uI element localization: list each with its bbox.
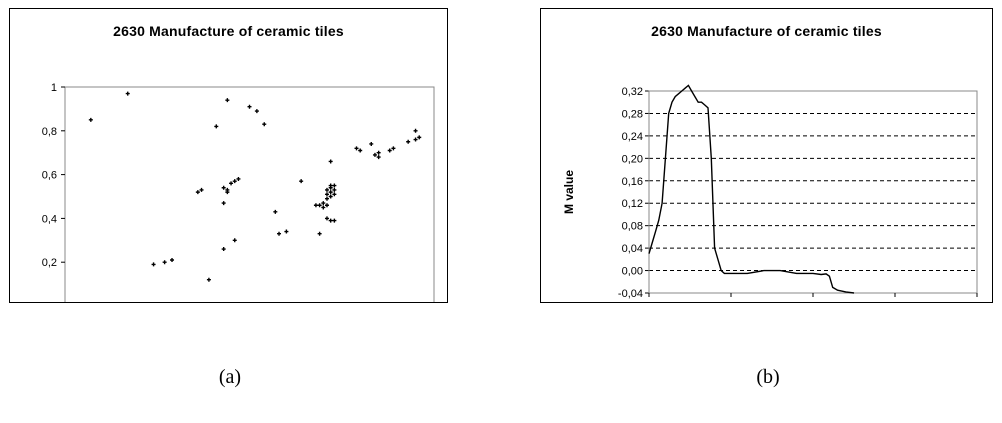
y-tick-label: 1 (51, 82, 57, 94)
scatter-point (328, 159, 333, 164)
y-tick-label: 0,2 (42, 257, 57, 269)
scatter-point (332, 183, 337, 188)
scatter-point (221, 247, 226, 252)
y-tick-label: 0,28 (622, 108, 643, 120)
scatter-point (125, 91, 130, 96)
scatter-point (221, 185, 226, 190)
scatter-point (151, 262, 156, 267)
y-tick-label: 0,16 (622, 176, 643, 188)
scatter-point (328, 218, 333, 223)
scatter-point (195, 190, 200, 195)
scatter-point (332, 192, 337, 197)
scatter-point (324, 196, 329, 201)
scatter-point (324, 203, 329, 208)
scatter-point (232, 179, 237, 184)
scatter-point (372, 152, 377, 157)
y-tick-label: 0,04 (622, 243, 643, 255)
scatter-point (391, 146, 396, 151)
scatter-point (284, 229, 289, 234)
scatter-point (413, 137, 418, 142)
scatter-point (225, 190, 230, 195)
y-tick-label: -0,04 (618, 288, 643, 300)
scatter-point (221, 201, 226, 206)
y-tick-label: 0,08 (622, 221, 643, 233)
scatter-point (317, 231, 322, 236)
scatter-point (225, 98, 230, 103)
scatter-point (299, 179, 304, 184)
chart-a-title: 2630 Manufacture of ceramic tiles (113, 23, 344, 39)
scatter-point (313, 203, 318, 208)
scatter-point (324, 216, 329, 221)
scatter-point (214, 124, 219, 129)
line-chart-svg: -0,04 0,00 0,04 0,08 0,12 0,16 0,20 0,24 0,28 0,3… (562, 84, 978, 300)
plot-area (64, 86, 435, 302)
scatter-chart-panel: 2630 Manufacture of ceramic tiles 0 0,2 0,… (9, 8, 448, 303)
scatter-point (324, 187, 329, 192)
chart-b-title: 2630 Manufacture of ceramic tiles (651, 23, 882, 39)
scatter-point (328, 194, 333, 199)
scatter-point (88, 117, 93, 122)
scatter-point (376, 155, 381, 160)
scatter-point (321, 205, 326, 210)
y-tick-label: 0,00 (622, 266, 643, 278)
scatter-point (328, 190, 333, 195)
y-tick-label: 0,20 (622, 153, 643, 165)
y-tick-label: 0,4 (42, 213, 57, 225)
scatter-point (317, 203, 322, 208)
scatter-point (170, 258, 175, 263)
scatter-point (199, 187, 204, 192)
scatter-point (332, 218, 337, 223)
scatter-point (232, 238, 237, 243)
y-tick-label: 0,8 (42, 126, 57, 138)
scatter-chart-svg: 00,20,40,60,8100,20,40,60,81 (42, 82, 435, 302)
scatter-point (277, 231, 282, 236)
caption-a: (a) (218, 366, 242, 388)
series-line (648, 84, 855, 294)
scatter-point (413, 128, 418, 133)
line-chart-panel: 2630 Manufacture of ceramic tiles -0,04 0… (540, 8, 993, 303)
scatter-point (229, 181, 234, 186)
y-tick-label: 0,32 (622, 86, 643, 98)
scatter-point (387, 148, 392, 153)
scatter-point (354, 146, 359, 151)
y-tick-label: 0,12 (622, 198, 643, 210)
scatter-point (273, 209, 278, 214)
scatter-point (254, 109, 259, 114)
scatter-point (406, 139, 411, 144)
scatter-point (321, 201, 326, 206)
y-axis-title: M value (562, 170, 576, 214)
scatter-point (324, 192, 329, 197)
scatter-point (369, 141, 374, 146)
scatter-point (358, 148, 363, 153)
scatter-point (328, 183, 333, 188)
scatter-point (262, 122, 267, 127)
scatter-point (376, 150, 381, 155)
plot-area (648, 90, 978, 294)
scatter-point (162, 260, 167, 265)
scatter-point (206, 277, 211, 282)
scatter-point (417, 135, 422, 140)
scatter-point (247, 104, 252, 109)
scatter-point (236, 176, 241, 181)
caption-b: (b) (756, 366, 780, 388)
y-tick-label: 0,24 (622, 131, 643, 143)
y-tick-label: 0 (51, 301, 57, 302)
y-tick-label: 0,6 (42, 170, 57, 182)
scatter-point (332, 187, 337, 192)
